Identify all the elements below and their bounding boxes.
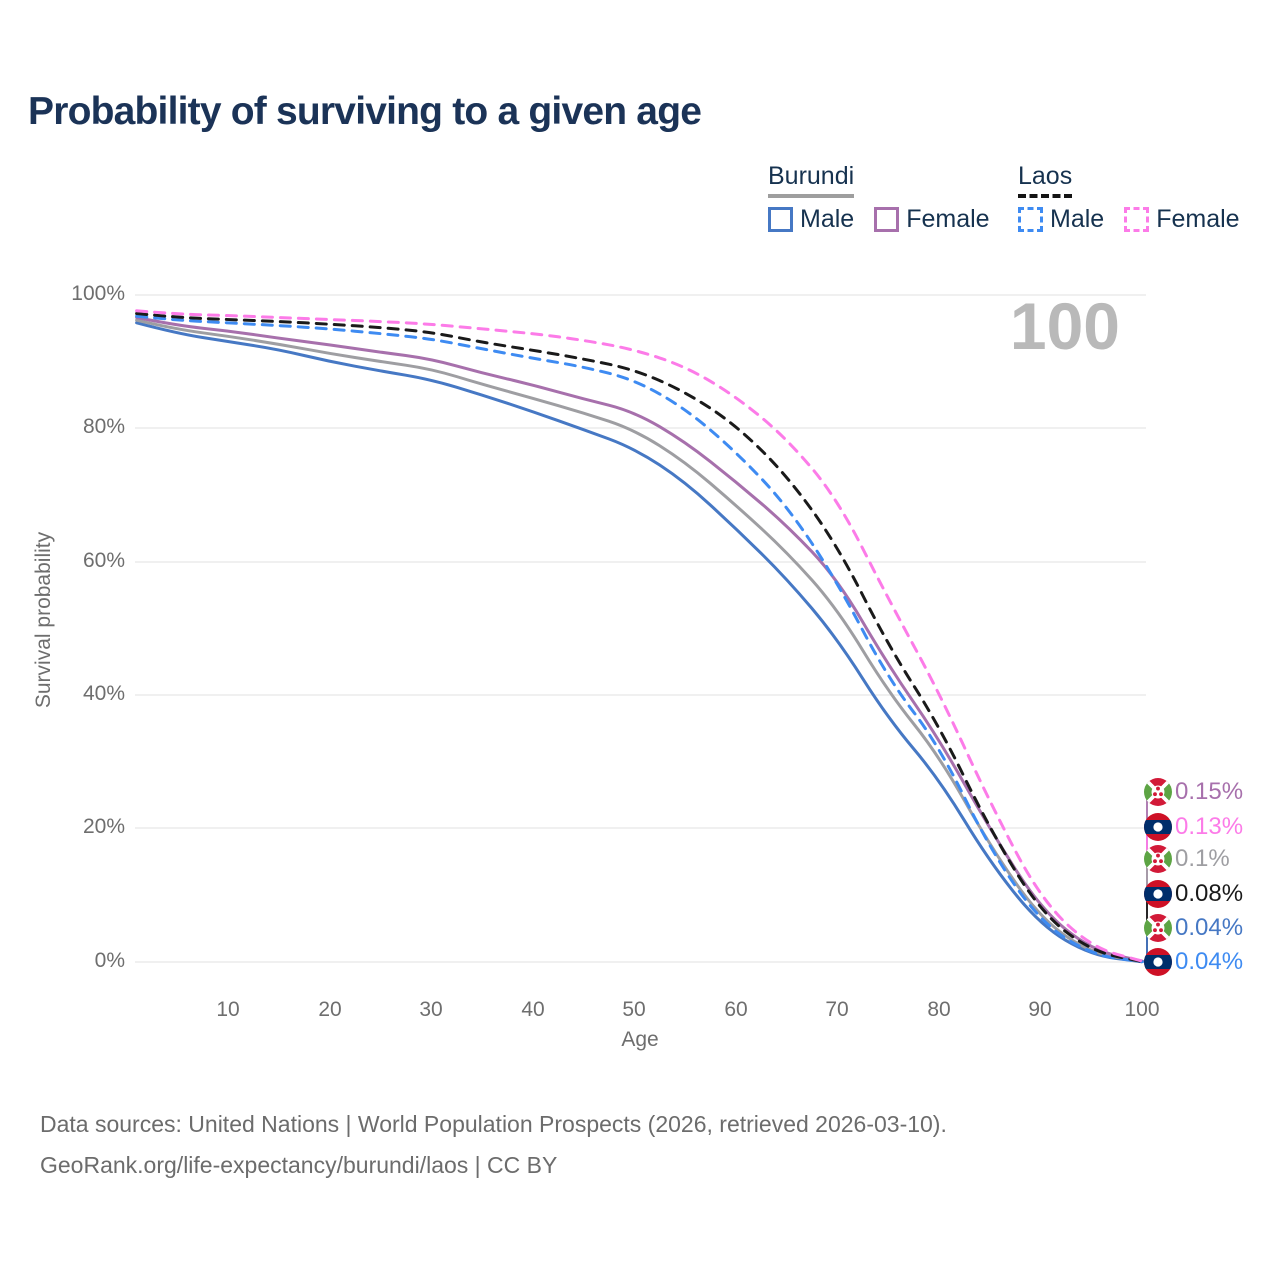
hovered-age-watermark: 100 <box>1009 289 1120 363</box>
legend-item-laos-male[interactable]: Male <box>1018 205 1104 234</box>
burundi-flag-icon <box>1144 845 1172 873</box>
end-value: 0.13% <box>1175 813 1244 840</box>
series-lines <box>135 309 1144 964</box>
source-line-2: GeoRank.org/life-expectancy/burundi/laos… <box>40 1152 558 1178</box>
legend-country-laos[interactable]: Laos <box>1018 162 1073 198</box>
series-line-laos-average[interactable] <box>135 312 1144 963</box>
x-tick-80: 80 <box>927 998 951 1021</box>
page-title: Probability of surviving to a given age <box>28 90 702 133</box>
legend-group-burundi: Burundi Male Female <box>768 162 990 234</box>
y-tick-20: 20% <box>82 815 125 838</box>
end-value: 0.04% <box>1175 914 1244 941</box>
laos-flag-icon <box>1144 880 1172 908</box>
legend-label: Female <box>1156 205 1240 233</box>
end-label-laos-average: 0.08% <box>1144 879 1243 909</box>
series-line-burundi-male[interactable] <box>135 321 1144 964</box>
laos-female-swatch-icon <box>1124 207 1150 232</box>
series-line-burundi-female[interactable] <box>135 316 1144 963</box>
x-tick-90: 90 <box>1028 998 1052 1021</box>
series-line-laos-female[interactable] <box>135 309 1144 963</box>
legend-item-burundi-male[interactable]: Male <box>768 205 854 234</box>
y-tick-60: 60% <box>82 549 125 572</box>
laos-flag-icon <box>1144 813 1172 841</box>
y-tick-80: 80% <box>82 415 125 438</box>
data-source-note: Data sources: United Nations | World Pop… <box>40 1104 947 1186</box>
end-value: 0.08% <box>1175 880 1244 907</box>
series-line-laos-male[interactable] <box>135 314 1144 964</box>
x-tick-20: 20 <box>318 998 342 1021</box>
end-label-laos-male: 0.04% <box>1144 947 1243 977</box>
x-tick-60: 60 <box>724 998 748 1021</box>
legend-group-laos: Laos Male Female <box>1018 162 1240 234</box>
gridlines <box>135 294 1146 963</box>
end-value: 0.04% <box>1175 948 1244 975</box>
x-tick-30: 30 <box>419 998 443 1021</box>
x-tick-50: 50 <box>622 998 646 1021</box>
burundi-flag-icon <box>1144 778 1172 806</box>
end-label-burundi-average: 0.1% <box>1144 844 1230 874</box>
legend-item-laos-female[interactable]: Female <box>1124 205 1240 234</box>
end-label-laos-female: 0.13% <box>1144 812 1243 842</box>
x-axis-title: Age <box>621 1028 659 1051</box>
burundi-male-swatch-icon <box>768 207 793 232</box>
end-value: 0.1% <box>1175 845 1230 872</box>
x-tick-100: 100 <box>1124 998 1160 1021</box>
legend-country-burundi[interactable]: Burundi <box>768 162 855 198</box>
y-tick-0: 0% <box>94 949 125 972</box>
burundi-female-swatch-icon <box>874 207 900 232</box>
x-tick-70: 70 <box>825 998 849 1021</box>
legend-item-burundi-female[interactable]: Female <box>874 205 990 234</box>
end-value: 0.15% <box>1175 778 1244 805</box>
x-tick-10: 10 <box>216 998 240 1021</box>
y-axis-title: Survival probability <box>32 531 55 709</box>
x-tick-40: 40 <box>521 998 545 1021</box>
end-label-burundi-female: 0.15% <box>1144 777 1243 807</box>
legend-label: Female <box>906 205 990 233</box>
end-label-burundi-male: 0.04% <box>1144 913 1243 943</box>
laos-male-swatch-icon <box>1018 207 1043 232</box>
y-tick-40: 40% <box>82 682 125 705</box>
burundi-flag-icon <box>1144 914 1172 942</box>
legend-label: Male <box>1050 205 1105 233</box>
laos-flag-icon <box>1144 948 1172 976</box>
source-line-1: Data sources: United Nations | World Pop… <box>40 1111 947 1137</box>
legend-label: Male <box>800 205 855 233</box>
y-tick-100: 100% <box>71 282 125 305</box>
